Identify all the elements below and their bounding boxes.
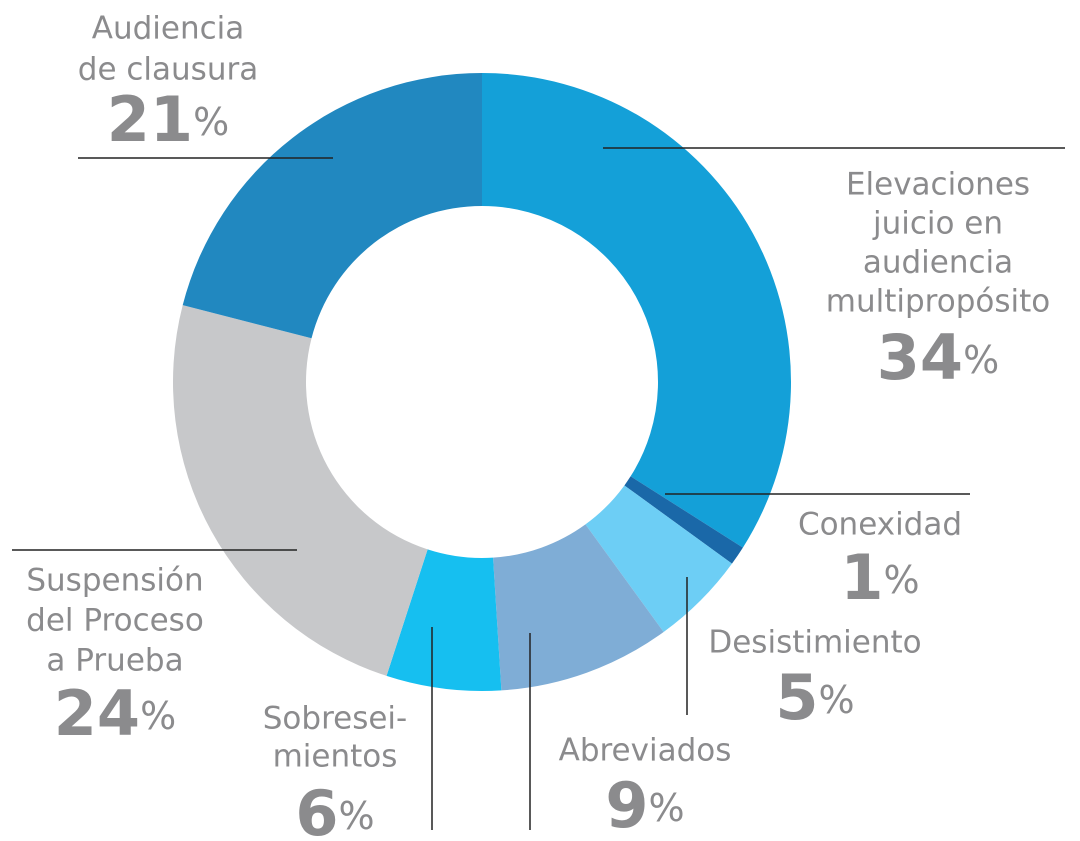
value-label: 34% [877,321,999,394]
value-unit: % [649,786,685,830]
value-unit: % [193,100,229,144]
label-line: a Prueba [46,643,183,679]
label-line: Desistimiento [708,625,921,661]
label-line: del Proceso [26,603,204,639]
value-label: 24% [54,677,176,750]
label-line: Audiencia [92,11,245,47]
value-unit: % [963,338,999,382]
segment-label: Audiencia de clausura [78,11,258,88]
value-number: 5 [775,661,818,734]
label-line: juicio en [872,206,1003,242]
donut-segment [173,305,428,676]
donut-segment [585,485,732,632]
value-number: 21 [107,83,193,156]
value-unit: % [339,794,375,838]
donut-segment [493,524,664,691]
label-line: Sobresei- [263,701,407,737]
value-label: 9% [605,769,684,841]
value-label: 5% [775,661,854,734]
value-unit: % [140,694,176,738]
donut-segment [624,476,743,564]
value-label: 21% [107,83,229,156]
label-line: Suspensión [26,563,203,599]
value-number: 6 [295,777,338,841]
segment-label: Elevaciones juicio en audiencia multipropós… [826,167,1050,320]
value-number: 1 [840,541,883,614]
segment-label: Suspensión del Proceso a Prueba [26,563,204,679]
value-label: 1% [840,541,919,614]
donut-segment [482,73,792,548]
value-number: 24 [54,677,140,750]
value-unit: % [819,678,855,722]
segment-label: Conexidad [798,507,962,543]
value-unit: % [884,558,920,602]
label-line: Abreviados [559,733,732,769]
label-line: multipropósito [826,284,1050,320]
value-number: 34 [877,321,963,394]
label-line: Conexidad [798,507,962,543]
value-number: 9 [605,769,648,841]
label-line: mientos [273,739,398,775]
label-line: de clausura [78,52,258,88]
donut-segment [182,73,482,339]
segment-label: Desistimiento [708,625,921,661]
segment-label: Sobresei-mientos [263,701,407,775]
label-line: audiencia [863,245,1013,281]
donut-segment [386,549,502,691]
value-label: 6% [295,777,374,841]
label-line: Elevaciones [846,167,1030,203]
segment-label: Abreviados [559,733,732,769]
